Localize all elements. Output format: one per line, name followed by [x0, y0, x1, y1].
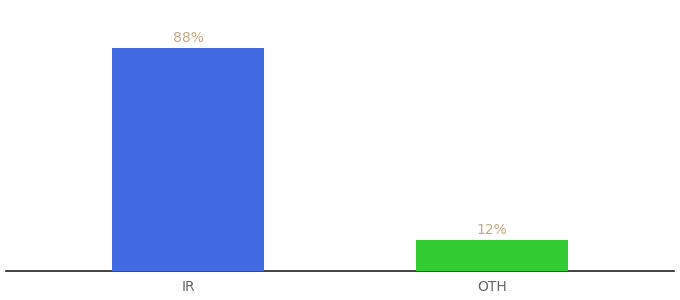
- Bar: [112, 49, 264, 271]
- Bar: [416, 240, 568, 271]
- Text: 12%: 12%: [477, 223, 507, 237]
- Text: 88%: 88%: [173, 31, 203, 45]
